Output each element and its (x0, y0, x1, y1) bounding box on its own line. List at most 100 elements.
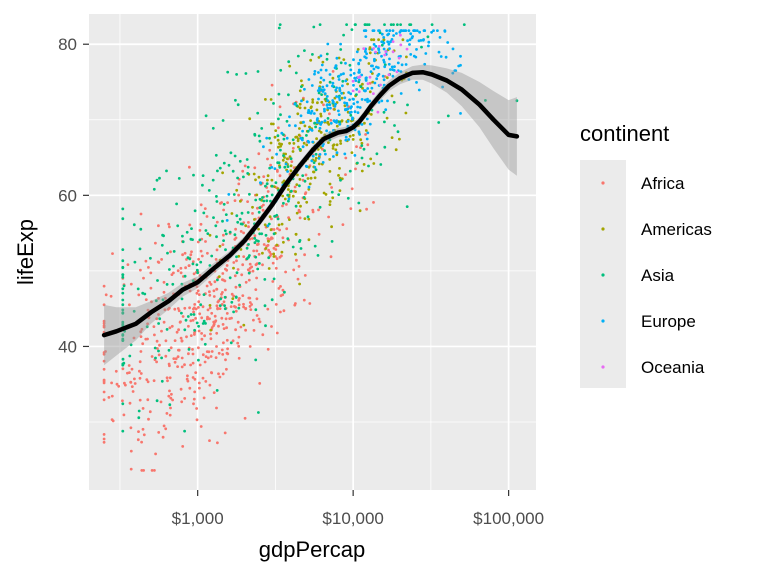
data-point (341, 84, 344, 88)
data-point (364, 29, 368, 32)
data-point (308, 182, 312, 186)
data-point (331, 76, 335, 80)
data-point (380, 99, 384, 103)
data-point (306, 111, 310, 114)
data-point (334, 88, 338, 92)
data-point (247, 221, 250, 224)
data-point (185, 335, 188, 339)
data-point (224, 232, 228, 236)
data-point (312, 112, 316, 115)
data-point (234, 305, 238, 309)
data-point (209, 355, 213, 358)
data-point (102, 325, 106, 329)
data-point (261, 251, 264, 255)
data-point (332, 119, 336, 123)
data-point (141, 291, 145, 295)
data-point (194, 371, 198, 374)
data-point (337, 193, 341, 197)
data-point (371, 64, 374, 68)
data-point (180, 400, 184, 404)
data-point (133, 377, 136, 381)
data-point (215, 248, 219, 252)
data-point (377, 51, 381, 54)
data-point (320, 63, 324, 67)
data-point (459, 54, 462, 58)
data-point (179, 266, 183, 270)
data-point (321, 60, 325, 64)
data-point (317, 162, 321, 166)
data-point (207, 350, 211, 354)
data-point (180, 311, 183, 315)
data-point (139, 330, 143, 334)
data-point (215, 200, 219, 203)
data-point (236, 341, 240, 345)
data-point (484, 99, 487, 102)
data-point (214, 224, 218, 228)
data-point (331, 144, 335, 148)
data-point (197, 346, 200, 350)
data-point (243, 416, 247, 420)
data-point (273, 135, 277, 139)
data-point (294, 71, 298, 75)
data-point (213, 280, 217, 284)
data-point (368, 51, 372, 55)
data-point (315, 108, 319, 112)
data-point (163, 308, 167, 312)
data-point (301, 174, 305, 178)
data-point (107, 396, 111, 399)
data-point (172, 250, 176, 253)
data-point (337, 56, 341, 60)
data-point (306, 177, 310, 180)
data-point (222, 161, 226, 165)
data-point (278, 23, 282, 26)
data-point (381, 74, 385, 78)
data-point (349, 110, 353, 114)
data-point (291, 194, 295, 198)
data-point (303, 217, 307, 221)
data-point (157, 349, 160, 353)
data-point (251, 205, 254, 209)
data-point (415, 48, 418, 51)
data-point (176, 355, 180, 359)
data-point (399, 43, 403, 47)
data-point (306, 129, 310, 133)
data-point (160, 258, 164, 261)
data-point (160, 379, 164, 383)
data-point (180, 297, 184, 301)
data-point (335, 151, 339, 155)
data-point (444, 55, 448, 59)
data-point (203, 207, 207, 211)
data-point (183, 429, 187, 433)
data-point (183, 251, 187, 255)
data-point (358, 133, 361, 136)
data-point (181, 445, 185, 448)
data-point (260, 126, 264, 130)
data-point (164, 296, 167, 300)
data-point (201, 322, 205, 325)
data-point (237, 303, 241, 307)
data-point (386, 40, 390, 44)
data-point (228, 317, 232, 320)
data-point (224, 213, 228, 217)
data-point (368, 122, 372, 126)
data-point (339, 142, 343, 145)
data-point (165, 283, 169, 286)
legend-key-asia (601, 273, 605, 277)
legend-item-africa: Africa (601, 174, 685, 193)
data-point (258, 139, 262, 143)
data-point (202, 396, 206, 400)
data-point (201, 353, 205, 357)
data-point (365, 137, 369, 141)
data-point (391, 74, 395, 78)
data-point (451, 47, 455, 51)
data-point (362, 163, 366, 166)
data-point (298, 106, 302, 110)
data-point (341, 223, 345, 227)
data-point (261, 196, 264, 199)
data-point (195, 418, 199, 422)
data-point (144, 259, 148, 263)
data-point (393, 124, 396, 127)
data-point (147, 266, 150, 269)
data-point (320, 120, 324, 124)
data-point (195, 321, 199, 325)
